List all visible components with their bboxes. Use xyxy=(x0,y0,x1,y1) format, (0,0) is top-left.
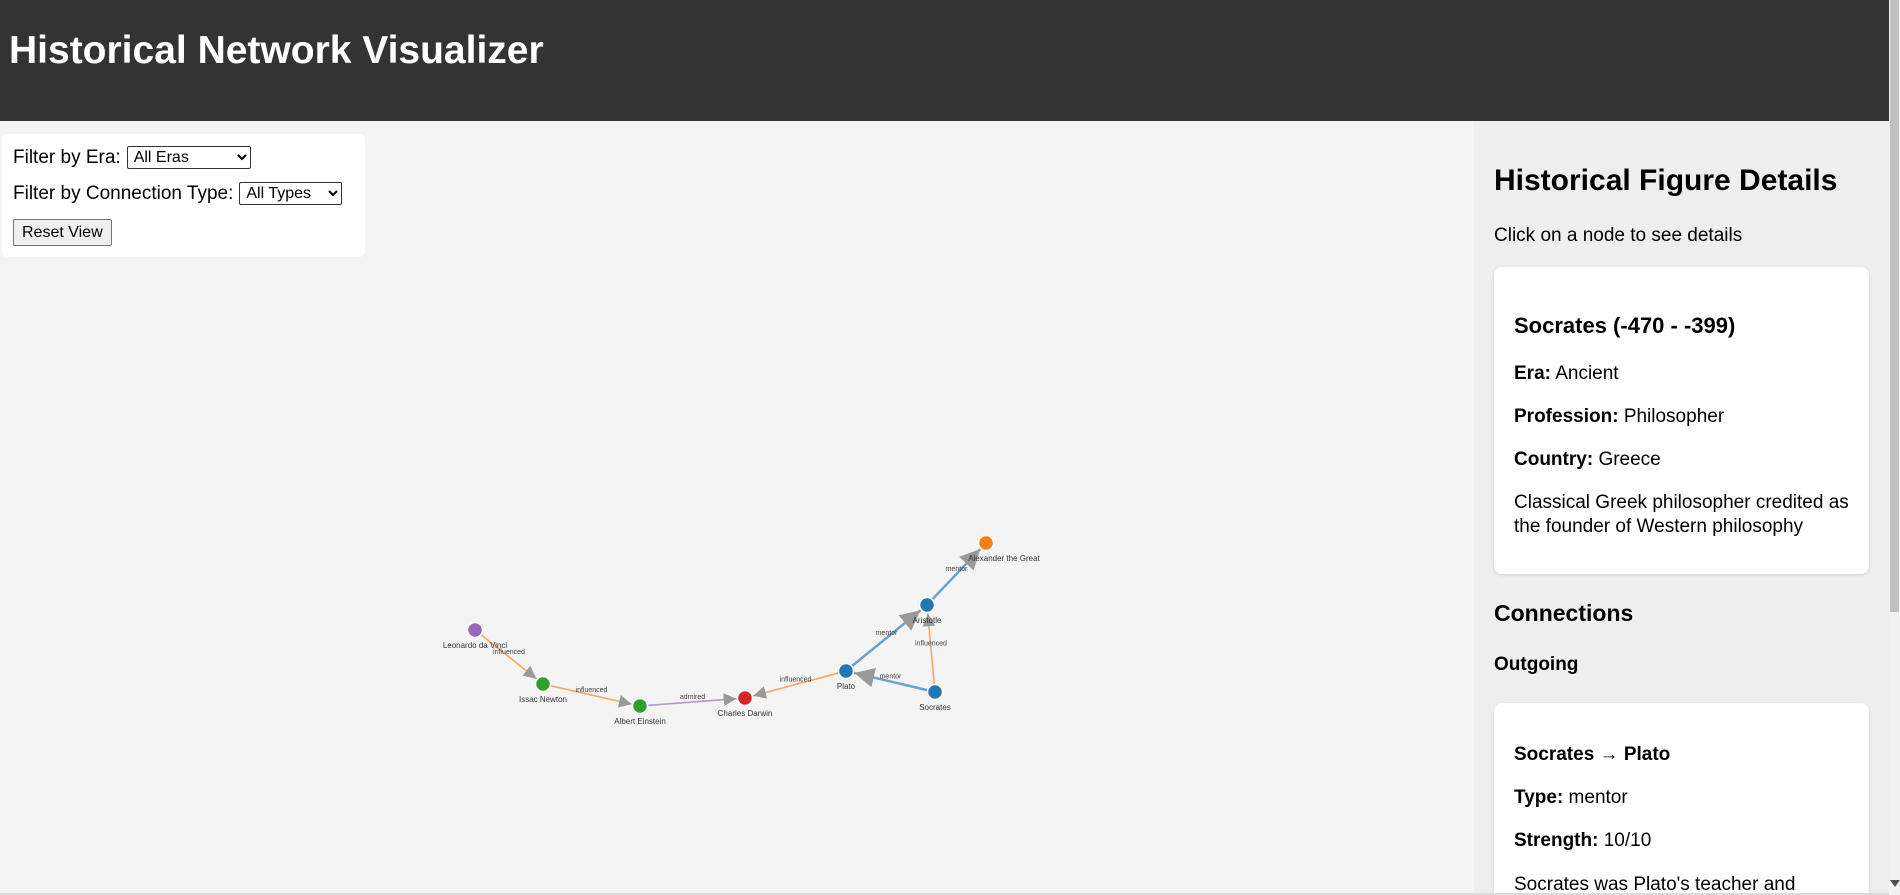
node-circle-plato[interactable] xyxy=(837,662,855,680)
figure-country: Country: Greece xyxy=(1514,449,1661,471)
figure-country-value: Greece xyxy=(1598,449,1661,470)
node-circle-darwin[interactable] xyxy=(736,689,754,707)
node-circle-socrates[interactable] xyxy=(926,683,944,701)
node-circle-newton[interactable] xyxy=(534,675,552,693)
network-node-davinci[interactable]: Leonardo da Vinci xyxy=(443,621,508,651)
node-label-aristotle: Aristotle xyxy=(913,616,942,625)
era-filter-label: Filter by Era: xyxy=(13,146,121,168)
scrollbar-thumb[interactable] xyxy=(1890,0,1899,612)
network-link-socrates-aristotle[interactable] xyxy=(922,613,936,685)
network-link-newton-einstein[interactable] xyxy=(550,684,632,708)
era-filter-select[interactable]: All Eras xyxy=(126,146,251,169)
era-filter-row: Filter by Era: All Eras xyxy=(13,146,251,169)
network-node-newton[interactable]: Issac Newton xyxy=(519,675,567,705)
figure-detail-card: Socrates (-470 - -399) Era: Ancient Prof… xyxy=(1494,267,1869,574)
node-circle-davinci[interactable] xyxy=(466,621,484,639)
figure-profession-label: Profession: xyxy=(1514,406,1619,427)
connection-description: Socrates was Plato's teacher and xyxy=(1514,874,1796,895)
network-link-einstein-darwin[interactable] xyxy=(647,693,737,707)
network-graph[interactable]: mentor mentor mentor influenced influenced ad… xyxy=(0,121,1474,895)
app-title: Historical Network Visualizer xyxy=(9,29,544,72)
network-link-aristotle-alexander[interactable] xyxy=(931,548,982,601)
network-node-plato[interactable]: Plato xyxy=(837,662,856,692)
figure-description: Classical Greek philosopher credited as … xyxy=(1514,492,1849,537)
link-label-socrates-aristotle: influenced xyxy=(915,641,947,648)
connection-strength-label: Strength: xyxy=(1514,830,1599,851)
network-node-socrates[interactable]: Socrates xyxy=(919,683,951,713)
node-label-socrates: Socrates xyxy=(919,703,951,712)
page-scrollbar[interactable] xyxy=(1889,0,1900,895)
link-label-socrates-plato: mentor xyxy=(880,674,902,681)
connection-strength-value: 10/10 xyxy=(1603,830,1652,851)
link-label-davinci-newton: influenced xyxy=(493,649,525,656)
network-node-alexander[interactable]: Alexander the Great xyxy=(968,534,1041,564)
figure-era-value: Ancient xyxy=(1555,363,1619,384)
network-node-einstein[interactable]: Albert Einstein xyxy=(614,697,666,727)
node-label-newton: Issac Newton xyxy=(519,695,567,704)
sidebar-title: Historical Figure Details xyxy=(1494,164,1838,197)
link-label-aristotle-alexander: mentor xyxy=(946,566,968,573)
figure-profession-value: Philosopher xyxy=(1623,406,1725,427)
connection-strength: Strength: 10/10 xyxy=(1514,830,1651,852)
figure-era-label: Era: xyxy=(1514,363,1551,384)
type-filter-label: Filter by Connection Type: xyxy=(13,182,234,204)
connection-type-value: mentor xyxy=(1568,787,1628,808)
figure-profession: Profession: Philosopher xyxy=(1514,406,1724,428)
network-link-plato-aristotle[interactable] xyxy=(851,609,922,668)
outgoing-heading: Outgoing xyxy=(1494,654,1579,675)
scroll-down-arrow-icon[interactable] xyxy=(1890,880,1900,887)
type-filter-select[interactable]: All Types xyxy=(239,182,343,205)
details-sidebar[interactable]: Historical Figure Details Click on a nod… xyxy=(1474,121,1889,895)
reset-view-button[interactable]: Reset View xyxy=(13,219,112,246)
connections-heading: Connections xyxy=(1494,600,1634,626)
app-header: Historical Network Visualizer xyxy=(0,0,1889,121)
figure-country-label: Country: xyxy=(1514,449,1594,470)
node-label-alexander: Alexander the Great xyxy=(968,554,1040,563)
filter-panel: Filter by Era: All Eras Filter by Connec… xyxy=(2,134,365,257)
connection-type-label: Type: xyxy=(1514,787,1564,808)
type-filter-row: Filter by Connection Type: All Types xyxy=(13,182,343,205)
node-circle-aristotle[interactable] xyxy=(918,596,936,614)
link-label-einstein-darwin: admired xyxy=(680,694,705,701)
connection-type: Type: mentor xyxy=(1514,787,1628,809)
node-circle-alexander[interactable] xyxy=(977,534,995,552)
connection-card: Socrates → Plato Type: mentor Strength: … xyxy=(1494,703,1869,895)
network-link-davinci-newton[interactable] xyxy=(480,634,537,680)
node-label-davinci: Leonardo da Vinci xyxy=(443,641,508,650)
network-node-aristotle[interactable]: Aristotle xyxy=(913,596,942,626)
bottom-edge-divider xyxy=(0,893,1889,895)
network-link-socrates-plato[interactable] xyxy=(853,667,928,692)
node-label-einstein: Albert Einstein xyxy=(614,717,666,726)
sidebar-hint: Click on a node to see details xyxy=(1494,225,1743,246)
node-label-darwin: Charles Darwin xyxy=(718,709,773,718)
network-node-darwin[interactable]: Charles Darwin xyxy=(718,689,773,719)
figure-era: Era: Ancient xyxy=(1514,363,1619,385)
node-label-plato: Plato xyxy=(837,682,856,691)
link-label-plato-aristotle: mentor xyxy=(876,630,898,637)
node-circle-einstein[interactable] xyxy=(631,697,649,715)
link-label-newton-einstein: influenced xyxy=(576,687,608,694)
figure-name: Socrates (-470 - -399) xyxy=(1514,313,1736,338)
connection-title: Socrates → Plato xyxy=(1514,744,1671,765)
link-label-plato-darwin: influenced xyxy=(780,677,812,684)
network-link-plato-darwin[interactable] xyxy=(753,672,839,699)
